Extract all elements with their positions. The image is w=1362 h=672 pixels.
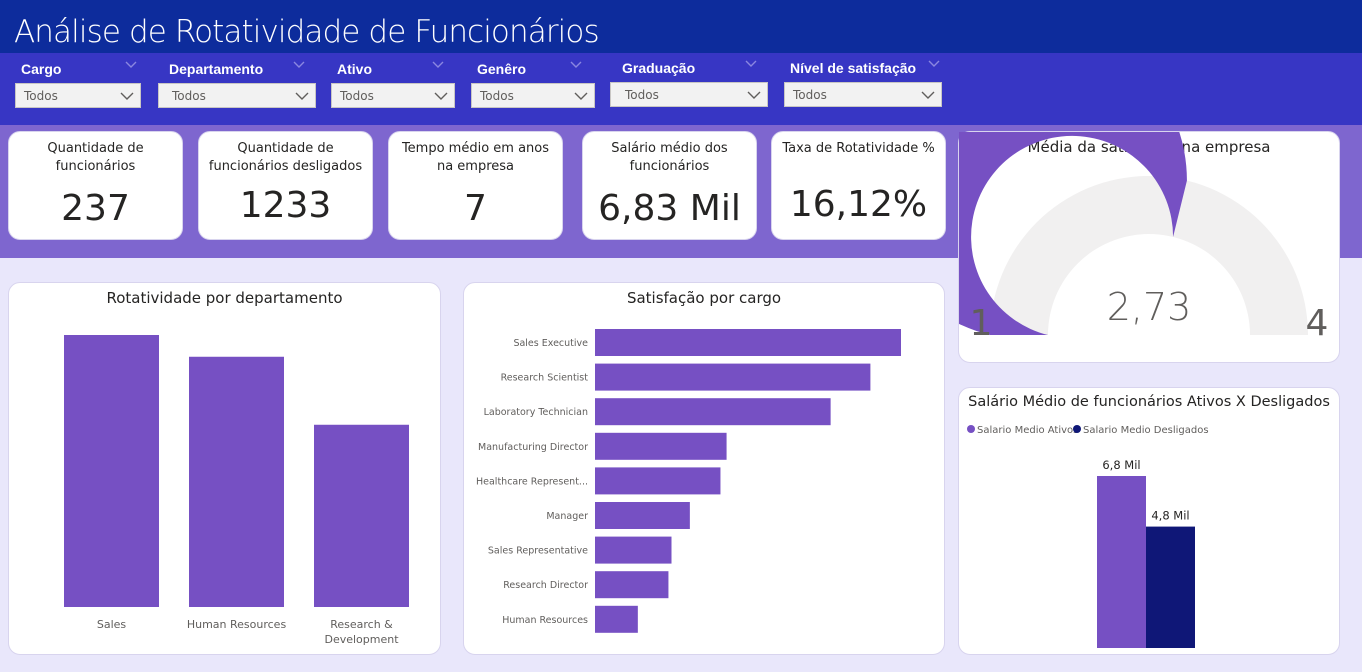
chevron-down-icon bbox=[434, 92, 448, 100]
role-bar[interactable] bbox=[595, 571, 669, 599]
role-tick-label: Healthcare Represent... bbox=[476, 476, 588, 487]
role-tick-label: Laboratory Technician bbox=[484, 407, 588, 418]
kpi-value: 6,83 Mil bbox=[598, 188, 741, 229]
chevron-down-icon[interactable] bbox=[927, 57, 941, 71]
chevron-down-icon bbox=[120, 92, 134, 100]
filter-departamento-label: Departamento bbox=[169, 61, 264, 77]
salary-bar-chart: Salario Medio Ativos 6,8 Mil Salario Medio… bbox=[967, 425, 1209, 648]
chevron-down-icon bbox=[574, 92, 588, 100]
dept-bar[interactable] bbox=[314, 424, 409, 607]
salary-bar[interactable] bbox=[1146, 526, 1195, 648]
role-bar[interactable] bbox=[595, 502, 690, 529]
gauge-track bbox=[990, 175, 1308, 335]
salary-data-label: 6,8 Mil bbox=[1102, 458, 1140, 472]
filter-graduacao-label: Graduação bbox=[622, 60, 696, 76]
role-bar[interactable] bbox=[595, 363, 871, 391]
role-tick-label: Manufacturing Director bbox=[478, 442, 588, 453]
filter-genero-dropdown[interactable]: Todos bbox=[471, 83, 595, 108]
salary-data-label: 4,8 Mil bbox=[1151, 509, 1189, 523]
gauge-fill bbox=[959, 132, 1187, 335]
dept-tick-label: Research & bbox=[330, 618, 393, 631]
gauge-chart: 2,73 1 4 bbox=[959, 132, 1329, 344]
chevron-down-icon[interactable] bbox=[292, 58, 306, 72]
kpi-value: 1233 bbox=[239, 185, 332, 226]
chevron-down-icon[interactable] bbox=[569, 58, 583, 72]
legend-label: Salario Medio Ativos bbox=[977, 425, 1078, 436]
role-bar[interactable] bbox=[595, 398, 831, 426]
kpi-label: Taxa de Rotatividade % bbox=[782, 141, 935, 156]
filter-cargo-dropdown[interactable]: Todos bbox=[15, 83, 141, 108]
salary-bar[interactable] bbox=[1097, 476, 1146, 648]
gauge-min-label: 1 bbox=[970, 303, 993, 344]
role-bar[interactable] bbox=[595, 329, 901, 356]
salary-chart-card: Salário Médio de funcionários Ativos X D… bbox=[958, 387, 1340, 655]
role-tick-label: Manager bbox=[546, 511, 588, 522]
filter-genero-label: Genêro bbox=[477, 61, 527, 77]
chart-title: Salário Médio de funcionários Ativos X D… bbox=[968, 394, 1330, 410]
filter-nivel-satisfacao-label: Nível de satisfação bbox=[790, 60, 917, 76]
chevron-down-icon[interactable] bbox=[431, 58, 445, 72]
chart-title: Rotatividade por departamento bbox=[106, 289, 343, 307]
dept-tick-label: Sales bbox=[97, 618, 127, 631]
role-tick-label: Human Resources bbox=[502, 615, 588, 626]
kpi-value: 237 bbox=[61, 188, 130, 229]
role-tick-label: Research Director bbox=[503, 580, 588, 591]
legend-label: Salario Medio Desligados bbox=[1083, 425, 1209, 436]
legend-marker bbox=[967, 425, 975, 433]
kpi-value: 16,12% bbox=[789, 184, 928, 225]
filter-nivel-satisfacao-value: Todos bbox=[793, 88, 827, 102]
kpi-card-quantidade-funcionarios: Quantidade de funcionários 237 bbox=[8, 131, 183, 240]
legend-marker bbox=[1073, 425, 1081, 433]
role-bar[interactable] bbox=[595, 467, 721, 495]
dept-bar[interactable] bbox=[189, 356, 284, 607]
kpi-card-salario-medio: Salário médio dos funcionários 6,83 Mil bbox=[582, 131, 757, 240]
filter-ativo-dropdown[interactable]: Todos bbox=[331, 83, 455, 108]
chart-title: Satisfação por cargo bbox=[626, 289, 782, 307]
role-bar[interactable] bbox=[595, 432, 727, 460]
chevron-down-icon[interactable] bbox=[744, 57, 758, 71]
filter-departamento-value: Todos bbox=[172, 89, 206, 103]
dept-chart-card: Rotatividade por departamento Sales Human… bbox=[8, 282, 441, 655]
kpi-label: Quantidade de funcionários bbox=[47, 141, 144, 174]
role-tick-label: Sales Executive bbox=[513, 338, 588, 349]
filter-graduacao-dropdown[interactable]: Todos bbox=[610, 82, 768, 107]
filter-genero-value: Todos bbox=[480, 89, 514, 103]
filter-ativo-value: Todos bbox=[340, 89, 374, 103]
filter-graduacao-value: Todos bbox=[625, 88, 659, 102]
header-bar: Análise de Rotatividade de Funcionários bbox=[0, 0, 1362, 53]
chevron-down-icon bbox=[295, 92, 309, 100]
role-tick-label: Sales Representative bbox=[488, 546, 588, 557]
role-bar-chart: Sales Executive Research Scientist Laborat… bbox=[476, 329, 901, 633]
chevron-down-icon[interactable] bbox=[124, 58, 138, 72]
dept-tick-label: Human Resources bbox=[187, 618, 287, 631]
kpi-card-funcionarios-desligados: Quantidade de funcionários desligados 12… bbox=[198, 131, 373, 240]
kpi-card-taxa-rotatividade: Taxa de Rotatividade % 16,12% bbox=[771, 131, 946, 240]
filter-ativo-label: Ativo bbox=[337, 61, 372, 77]
kpi-label: Quantidade de funcionários desligados bbox=[208, 141, 363, 174]
kpi-card-tempo-medio: Tempo médio em anos na empresa 7 bbox=[388, 131, 563, 240]
filter-cargo-value: Todos bbox=[24, 89, 58, 103]
chevron-down-icon bbox=[921, 91, 935, 99]
filter-bar: Cargo Todos Departamento Todos Ativo Tod… bbox=[0, 53, 1362, 125]
gauge-value-label: 2,73 bbox=[1107, 285, 1192, 329]
dept-bar[interactable] bbox=[64, 335, 159, 607]
filter-nivel-satisfacao-dropdown[interactable]: Todos bbox=[784, 82, 942, 107]
kpi-value: 7 bbox=[464, 188, 487, 229]
kpi-label: Tempo médio em anos na empresa bbox=[401, 141, 550, 174]
page-title: Análise de Rotatividade de Funcionários bbox=[14, 14, 600, 50]
role-chart-card: Satisfação por cargo Sales Executive Rese… bbox=[463, 282, 945, 655]
filter-departamento-dropdown[interactable]: Todos bbox=[158, 83, 316, 108]
filter-cargo-label: Cargo bbox=[21, 61, 62, 77]
gauge-max-label: 4 bbox=[1306, 303, 1329, 344]
dept-bar-chart: Sales Human Resources Research & Developmen… bbox=[64, 335, 409, 646]
dept-tick-label: Development bbox=[324, 633, 399, 646]
role-bar[interactable] bbox=[595, 605, 638, 633]
role-tick-label: Research Scientist bbox=[501, 373, 589, 384]
kpi-label: Salário médio dos funcionários bbox=[611, 141, 728, 174]
chevron-down-icon bbox=[747, 91, 761, 99]
role-bar[interactable] bbox=[595, 536, 672, 564]
